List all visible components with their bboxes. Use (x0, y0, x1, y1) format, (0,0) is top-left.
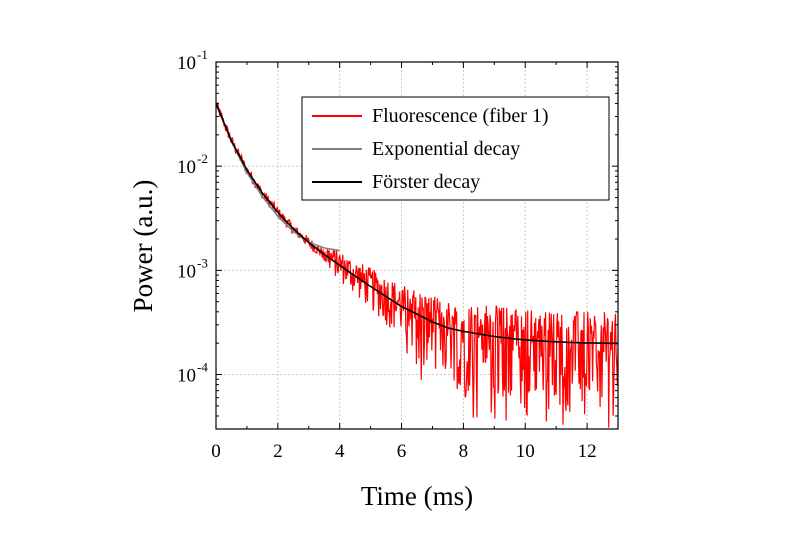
legend-label-exponential: Exponential decay (372, 138, 520, 160)
y-tick-exponent: -3 (197, 255, 208, 270)
x-tick-labels: 0 2 4 6 8 10 12 (211, 441, 596, 462)
x-tick-label: 10 (516, 441, 535, 462)
axis-ticks (215, 61, 618, 429)
legend-label-forster: Förster decay (372, 171, 480, 193)
y-tick-labels: 10-110-210-310-4 (177, 47, 208, 387)
legend: Fluorescence (fiber 1) Exponential decay… (301, 96, 610, 201)
x-tick-label: 4 (335, 441, 345, 462)
series-layer (216, 101, 618, 428)
forster-decay-line (216, 103, 618, 345)
x-tick-label: 8 (459, 441, 469, 462)
x-axis-title: Time (ms) (361, 481, 473, 511)
y-tick-label: 10 (177, 157, 196, 178)
plot-frame (215, 61, 619, 430)
x-tick-label: 12 (578, 441, 597, 462)
legend-label-fluorescence: Fluorescence (fiber 1) (372, 105, 549, 127)
y-tick-exponent: -4 (197, 360, 208, 375)
x-tick-label: 0 (211, 441, 221, 462)
y-tick-label: 10 (177, 53, 196, 74)
y-tick-label: 10 (177, 261, 196, 282)
x-tick-label: 2 (273, 441, 283, 462)
x-tick-label: 6 (397, 441, 407, 462)
y-tick-label: 10 (177, 366, 196, 387)
y-tick-exponent: -2 (197, 151, 208, 166)
y-axis-title: Power (a.u.) (128, 180, 158, 313)
y-tick-exponent: -1 (197, 47, 208, 62)
